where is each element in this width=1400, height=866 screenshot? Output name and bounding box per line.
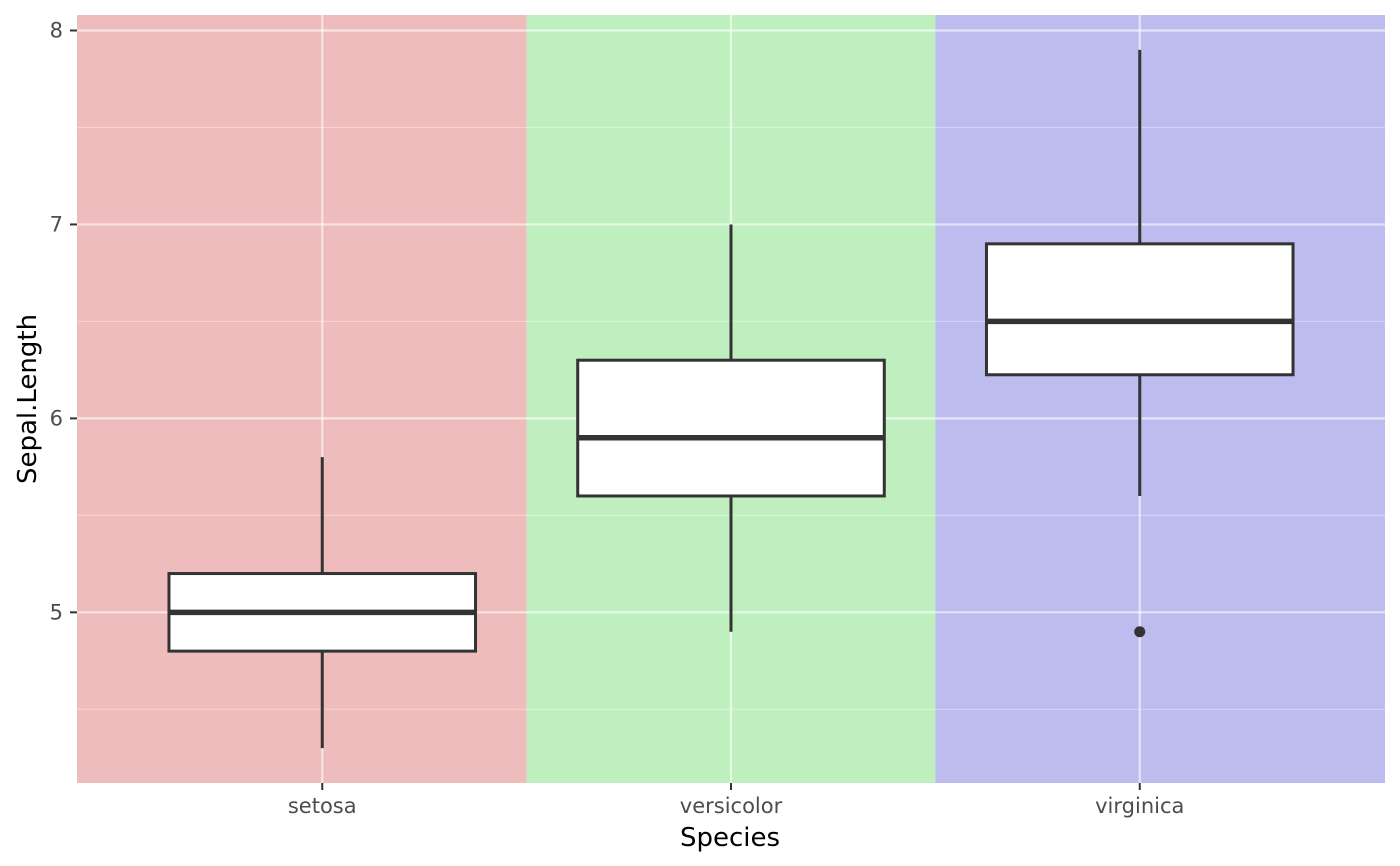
x-tick-label-versicolor: versicolor (680, 794, 783, 818)
boxes (167, 242, 1295, 653)
y-tick-label: 8 (50, 19, 63, 43)
outlier-point-virginica (1134, 626, 1146, 638)
band-virginica (935, 15, 1385, 783)
x-tick-label-virginica: virginica (1095, 794, 1184, 818)
whiskers (320, 49, 1142, 749)
y-tick-label: 6 (50, 406, 63, 430)
box-versicolor (576, 358, 886, 498)
outliers (1134, 626, 1146, 638)
band-setosa (77, 15, 527, 783)
y-tick-label: 7 (50, 212, 63, 236)
axis-ticks (70, 29, 1141, 790)
y-tick-label: 5 (50, 600, 63, 624)
box-virginica (984, 242, 1295, 377)
x-axis-title: Species (680, 823, 780, 853)
y-axis-title: Sepal.Length (13, 314, 43, 484)
tick-labels: 5 6 7 8 setosa versicolor virginica (50, 19, 1185, 818)
x-tick-label-setosa: setosa (288, 794, 357, 818)
